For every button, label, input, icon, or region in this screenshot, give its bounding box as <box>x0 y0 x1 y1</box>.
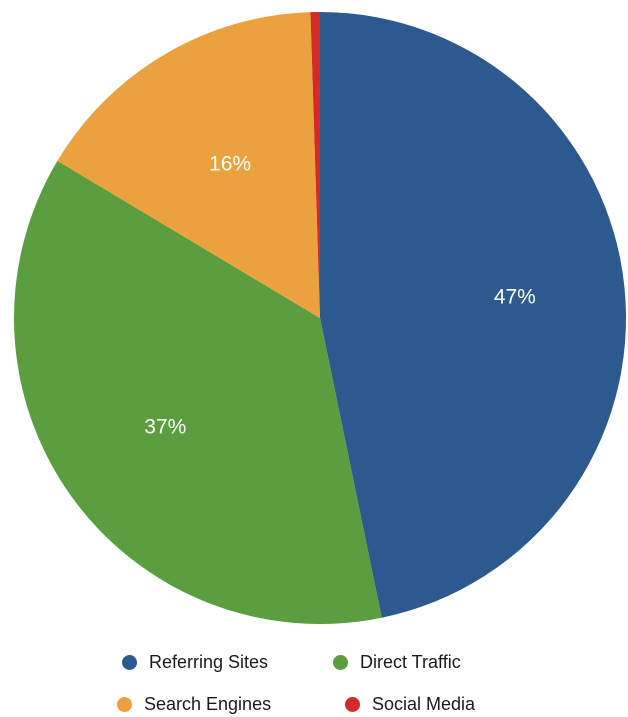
legend-marker-social-media <box>345 697 360 712</box>
legend-item-referring-sites: Referring Sites <box>122 652 268 673</box>
pie-slice-label-direct-traffic: 37% <box>144 415 186 438</box>
legend-label-direct-traffic: Direct Traffic <box>360 652 461 672</box>
pie-slice-direct-traffic <box>13 160 382 625</box>
legend-item-search-engines: Search Engines <box>117 694 271 715</box>
pie-slice-label-search-engines: 16% <box>209 153 251 176</box>
legend-marker-direct-traffic <box>333 655 348 670</box>
legend-marker-search-engines <box>117 697 132 712</box>
pie-slice-referring-sites <box>320 12 627 618</box>
legend-item-direct-traffic: Direct Traffic <box>333 652 461 673</box>
legend-marker-referring-sites <box>122 655 137 670</box>
legend-label-referring-sites: Referring Sites <box>149 652 269 672</box>
pie-chart: 47% 37% 16% <box>13 12 627 625</box>
legend-label-social-media: Social Media <box>372 694 476 714</box>
pie-slice-search-engines <box>57 12 320 318</box>
pie-slice-label-referring-sites: 47% <box>494 286 536 309</box>
legend-item-social-media: Social Media <box>345 694 475 715</box>
pie-slice-social-media <box>310 12 320 318</box>
legend-label-search-engines: Search Engines <box>144 694 272 714</box>
